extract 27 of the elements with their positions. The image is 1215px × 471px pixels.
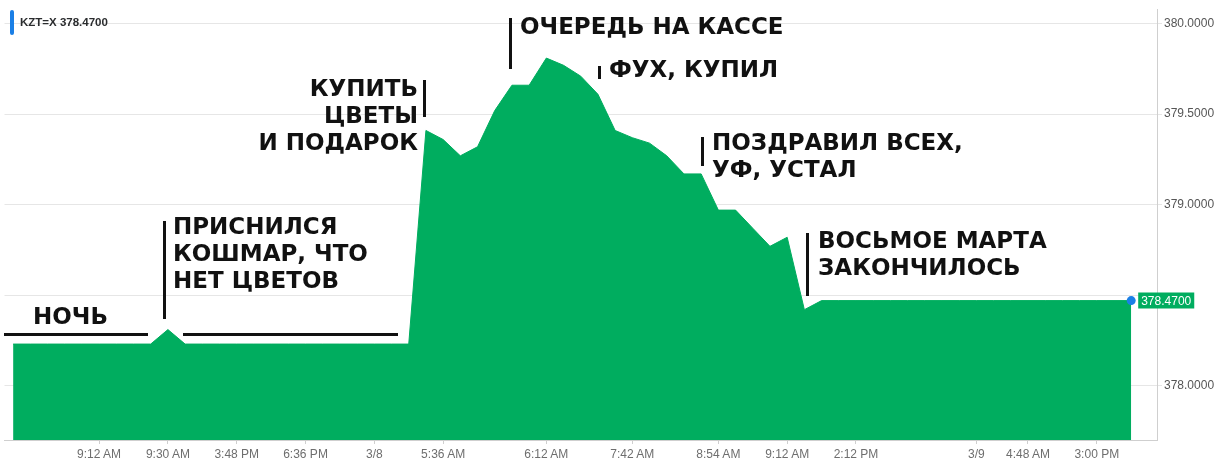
y-tick-label: 380.0000	[1164, 15, 1215, 30]
x-tick-label: 3/9	[968, 446, 986, 461]
x-tick-label: 6:12 AM	[524, 446, 569, 461]
x-tick-label: 8:54 AM	[696, 446, 741, 461]
text: KZT=X 378.4700	[20, 15, 108, 29]
x-tick-label: 3:48 PM	[214, 446, 260, 461]
x-tick-label: 6:36 PM	[283, 446, 328, 461]
annotation: КУПИТЬ ЦВЕТЫ И ПОДАРОК	[258, 75, 418, 156]
data-label: 378.4700	[1141, 293, 1192, 308]
x-tick-label: 7:42 AM	[610, 446, 655, 461]
y-tick-label: 379.0000	[1164, 197, 1215, 211]
x-tick-label: 3:00 PM	[1074, 446, 1120, 461]
annotation: ПРИСНИЛСЯ КОШМАР, ЧТО НЕТ ЦВЕТОВ	[173, 213, 368, 294]
x-tick-label: 4:48 AM	[1005, 446, 1050, 461]
x-tick-label: 3/8	[365, 446, 383, 461]
y-tick-label: 378.0000	[1164, 378, 1215, 393]
x-tick-label: 2:12 PM	[833, 446, 879, 461]
annotation: ПОЗДРАВИЛ ВСЕХ, УФ, УСТАЛ	[712, 129, 963, 183]
x-tick-label: 5:36 AM	[421, 446, 466, 461]
annotation: ОЧЕРЕДЬ НА КАССЕ	[520, 13, 784, 40]
x-tick-label: 9:30 AM	[145, 446, 190, 461]
annotation: ВОСЬМОЕ МАРТА ЗАКОНЧИЛОСЬ	[818, 227, 1047, 281]
y-tick-label: 379.5000	[1164, 106, 1215, 121]
x-tick-label: 9:12 AM	[77, 446, 122, 461]
annotation: НОЧЬ	[33, 303, 108, 330]
annotation: ФУХ, КУПИЛ	[609, 56, 779, 83]
x-tick-label: 9:12 AM	[765, 446, 810, 461]
